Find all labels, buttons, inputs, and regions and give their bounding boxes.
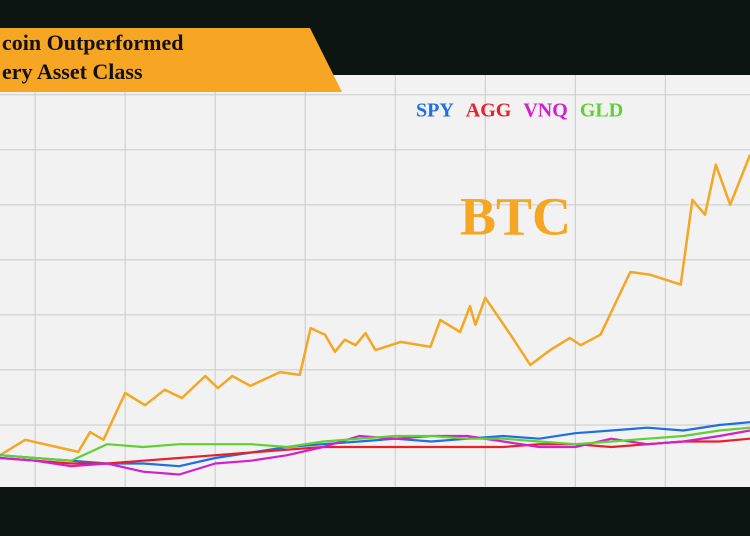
series-line [0, 437, 750, 465]
title-line: ery Asset Class [2, 59, 143, 84]
legend-entry: VNQ [523, 100, 567, 122]
grid [0, 75, 750, 487]
legend-entry: AGG [466, 100, 512, 122]
lines [0, 154, 750, 476]
series-line [0, 421, 750, 468]
legend-entry: SPY [416, 100, 454, 122]
legend-entry: GLD [580, 100, 623, 122]
title-banner [0, 28, 342, 92]
legend: SPY AGG VNQ GLD BTC [416, 100, 623, 247]
series-line [0, 154, 750, 457]
series-line [0, 426, 750, 462]
series-label: BTC [460, 186, 571, 246]
title-line: coin Outperformed [2, 30, 183, 55]
